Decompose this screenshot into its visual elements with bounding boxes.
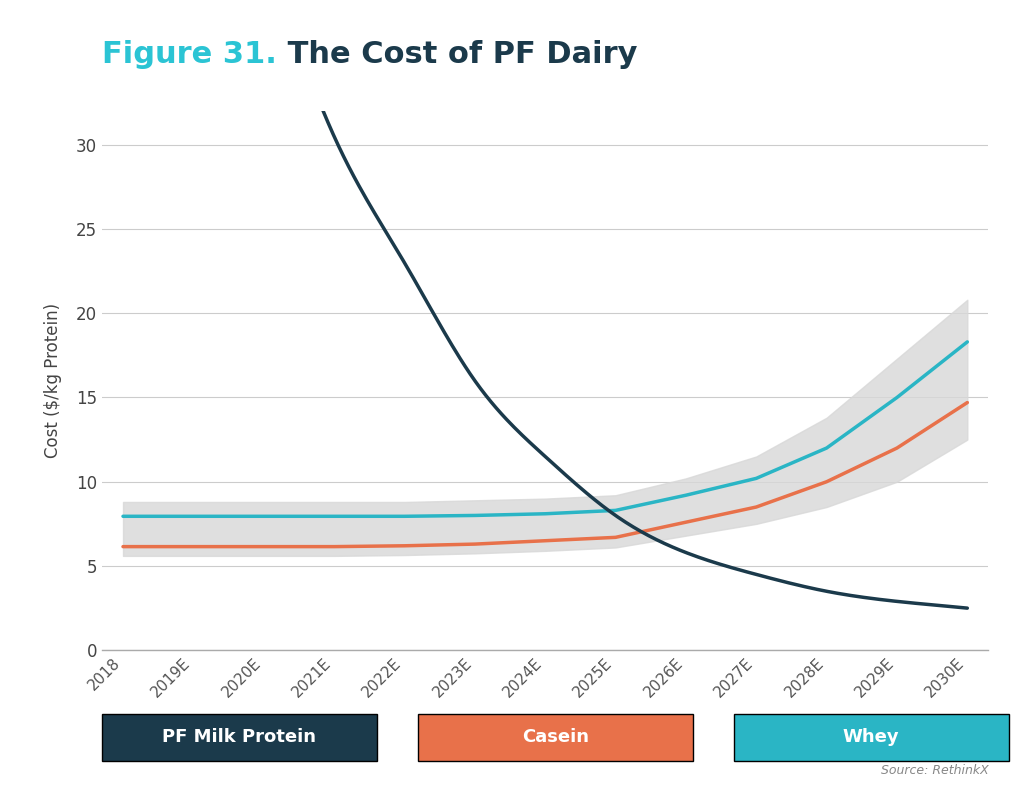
- Text: PF Milk Protein: PF Milk Protein: [162, 729, 317, 746]
- Y-axis label: Cost ($/kg Protein): Cost ($/kg Protein): [44, 303, 62, 458]
- Text: Whey: Whey: [843, 729, 900, 746]
- Text: The Cost of PF Dairy: The Cost of PF Dairy: [277, 40, 637, 69]
- Text: Casein: Casein: [522, 729, 589, 746]
- Text: Source: RethinkX: Source: RethinkX: [880, 764, 988, 777]
- Text: Figure 31.: Figure 31.: [102, 40, 277, 69]
